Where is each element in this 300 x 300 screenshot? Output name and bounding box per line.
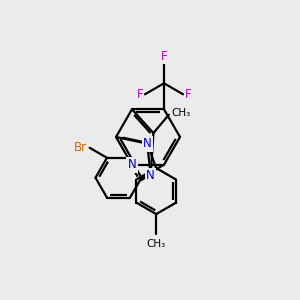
Text: F: F xyxy=(185,88,191,101)
Text: N: N xyxy=(143,137,152,150)
Text: F: F xyxy=(136,88,143,101)
Text: Br: Br xyxy=(74,141,87,154)
Text: CH₃: CH₃ xyxy=(172,108,191,118)
Text: F: F xyxy=(161,50,167,63)
Text: CH₃: CH₃ xyxy=(147,239,166,249)
Text: N: N xyxy=(146,169,155,182)
Text: N: N xyxy=(128,158,136,171)
